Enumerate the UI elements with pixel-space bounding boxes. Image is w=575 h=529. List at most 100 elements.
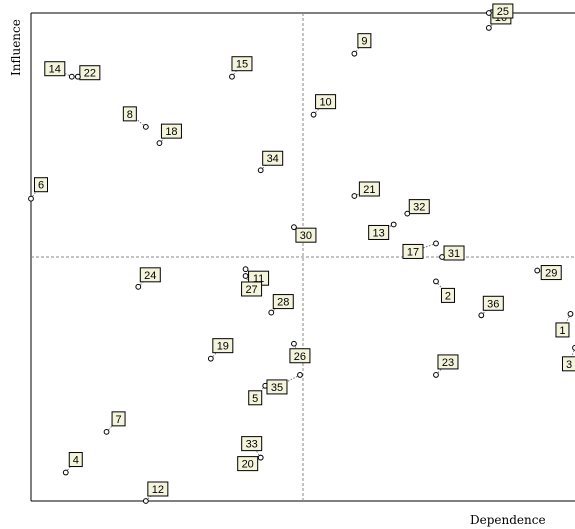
point-4: 4 xyxy=(62,452,83,476)
point-label-box xyxy=(289,348,311,364)
point-label: 24 xyxy=(144,270,156,282)
point-marker xyxy=(351,50,358,57)
point-label: 23 xyxy=(442,357,454,369)
point-label-box xyxy=(402,243,424,259)
point-marker xyxy=(534,267,541,274)
point-label-box xyxy=(68,452,83,468)
point-33: 33 xyxy=(241,436,264,461)
point-12: 12 xyxy=(142,481,169,504)
point-label-box xyxy=(540,265,562,281)
point-28: 28 xyxy=(268,294,294,316)
point-label-box xyxy=(492,3,514,19)
point-31: 31 xyxy=(439,245,465,261)
point-label-box xyxy=(408,199,430,215)
point-marker xyxy=(433,240,439,247)
point-label: 20 xyxy=(242,459,254,471)
point-8: 8 xyxy=(122,106,149,130)
point-marker xyxy=(257,167,264,174)
point-label: 1 xyxy=(559,325,565,337)
point-label: 6 xyxy=(38,180,44,192)
point-label-box xyxy=(368,224,390,240)
point-marker xyxy=(291,224,297,231)
point-label: 30 xyxy=(300,230,312,242)
point-marker xyxy=(103,428,110,435)
point-marker xyxy=(433,278,439,285)
point-marker xyxy=(351,193,358,199)
point-19: 19 xyxy=(207,338,234,362)
point-label: 22 xyxy=(84,68,96,80)
point-marker xyxy=(297,372,303,378)
point-marker xyxy=(142,123,149,130)
point-label-box xyxy=(266,379,288,395)
x-axis-title: Dependence xyxy=(470,513,546,527)
y-axis-title: Influence xyxy=(9,19,23,76)
point-marker xyxy=(390,221,397,228)
point-label: 3 xyxy=(566,359,572,371)
point-13: 13 xyxy=(368,221,397,240)
point-21: 21 xyxy=(351,181,380,199)
point-marker xyxy=(68,73,75,80)
point-marker xyxy=(433,372,439,378)
point-18: 18 xyxy=(156,123,182,147)
point-32: 32 xyxy=(404,199,430,217)
point-34: 34 xyxy=(257,150,284,174)
point-label: 36 xyxy=(487,298,499,310)
point-24: 24 xyxy=(135,267,161,290)
point-marker xyxy=(62,469,69,476)
point-label: 17 xyxy=(407,246,419,258)
point-27: 27 xyxy=(241,273,263,297)
point-label: 29 xyxy=(545,268,557,280)
point-label-box xyxy=(34,177,48,193)
point-label-box xyxy=(357,33,372,49)
point-marker xyxy=(439,254,445,260)
point-marker xyxy=(242,273,249,279)
point-label-box xyxy=(241,281,263,297)
point-label: 25 xyxy=(497,6,509,18)
point-marker xyxy=(242,266,249,273)
point-marker xyxy=(485,25,492,31)
point-label-box xyxy=(139,267,161,283)
point-marker xyxy=(257,454,264,461)
point-marker xyxy=(268,309,275,316)
point-marker xyxy=(404,210,411,217)
point-marker xyxy=(156,140,163,147)
point-marker xyxy=(28,195,34,202)
point-label: 12 xyxy=(152,484,164,496)
point-35: 35 xyxy=(266,372,303,395)
point-label: 15 xyxy=(236,59,248,71)
point-marker xyxy=(207,355,214,362)
point-label-box xyxy=(358,181,380,197)
point-23: 23 xyxy=(433,354,459,378)
point-22: 22 xyxy=(74,65,101,81)
point-label: 5 xyxy=(252,393,258,405)
point-marker xyxy=(74,73,81,80)
point-marker xyxy=(229,73,235,80)
point-label-box xyxy=(231,56,253,72)
point-label: 10 xyxy=(319,97,331,109)
point-17: 17 xyxy=(402,240,439,259)
point-marker xyxy=(310,111,317,118)
point-label-box xyxy=(111,411,126,427)
point-15: 15 xyxy=(229,56,253,80)
point-26: 26 xyxy=(289,340,311,364)
point-label: 28 xyxy=(277,297,289,309)
point-label: 31 xyxy=(448,248,460,260)
point-7: 7 xyxy=(103,411,126,435)
point-5: 5 xyxy=(248,382,269,406)
point-label-box xyxy=(262,150,284,166)
point-marker xyxy=(478,312,485,319)
point-label-box xyxy=(248,390,263,406)
point-label: 8 xyxy=(127,109,133,121)
point-36: 36 xyxy=(478,295,504,319)
point-label: 21 xyxy=(363,184,375,196)
point-label-box xyxy=(295,227,317,243)
point-30: 30 xyxy=(291,224,317,243)
point-3: 3 xyxy=(562,344,575,372)
point-label-box xyxy=(437,354,459,370)
point-label-box xyxy=(440,287,455,303)
point-marker xyxy=(485,10,492,16)
point-label-box xyxy=(443,245,465,261)
point-label-box xyxy=(160,123,182,139)
point-label-box xyxy=(272,294,294,310)
